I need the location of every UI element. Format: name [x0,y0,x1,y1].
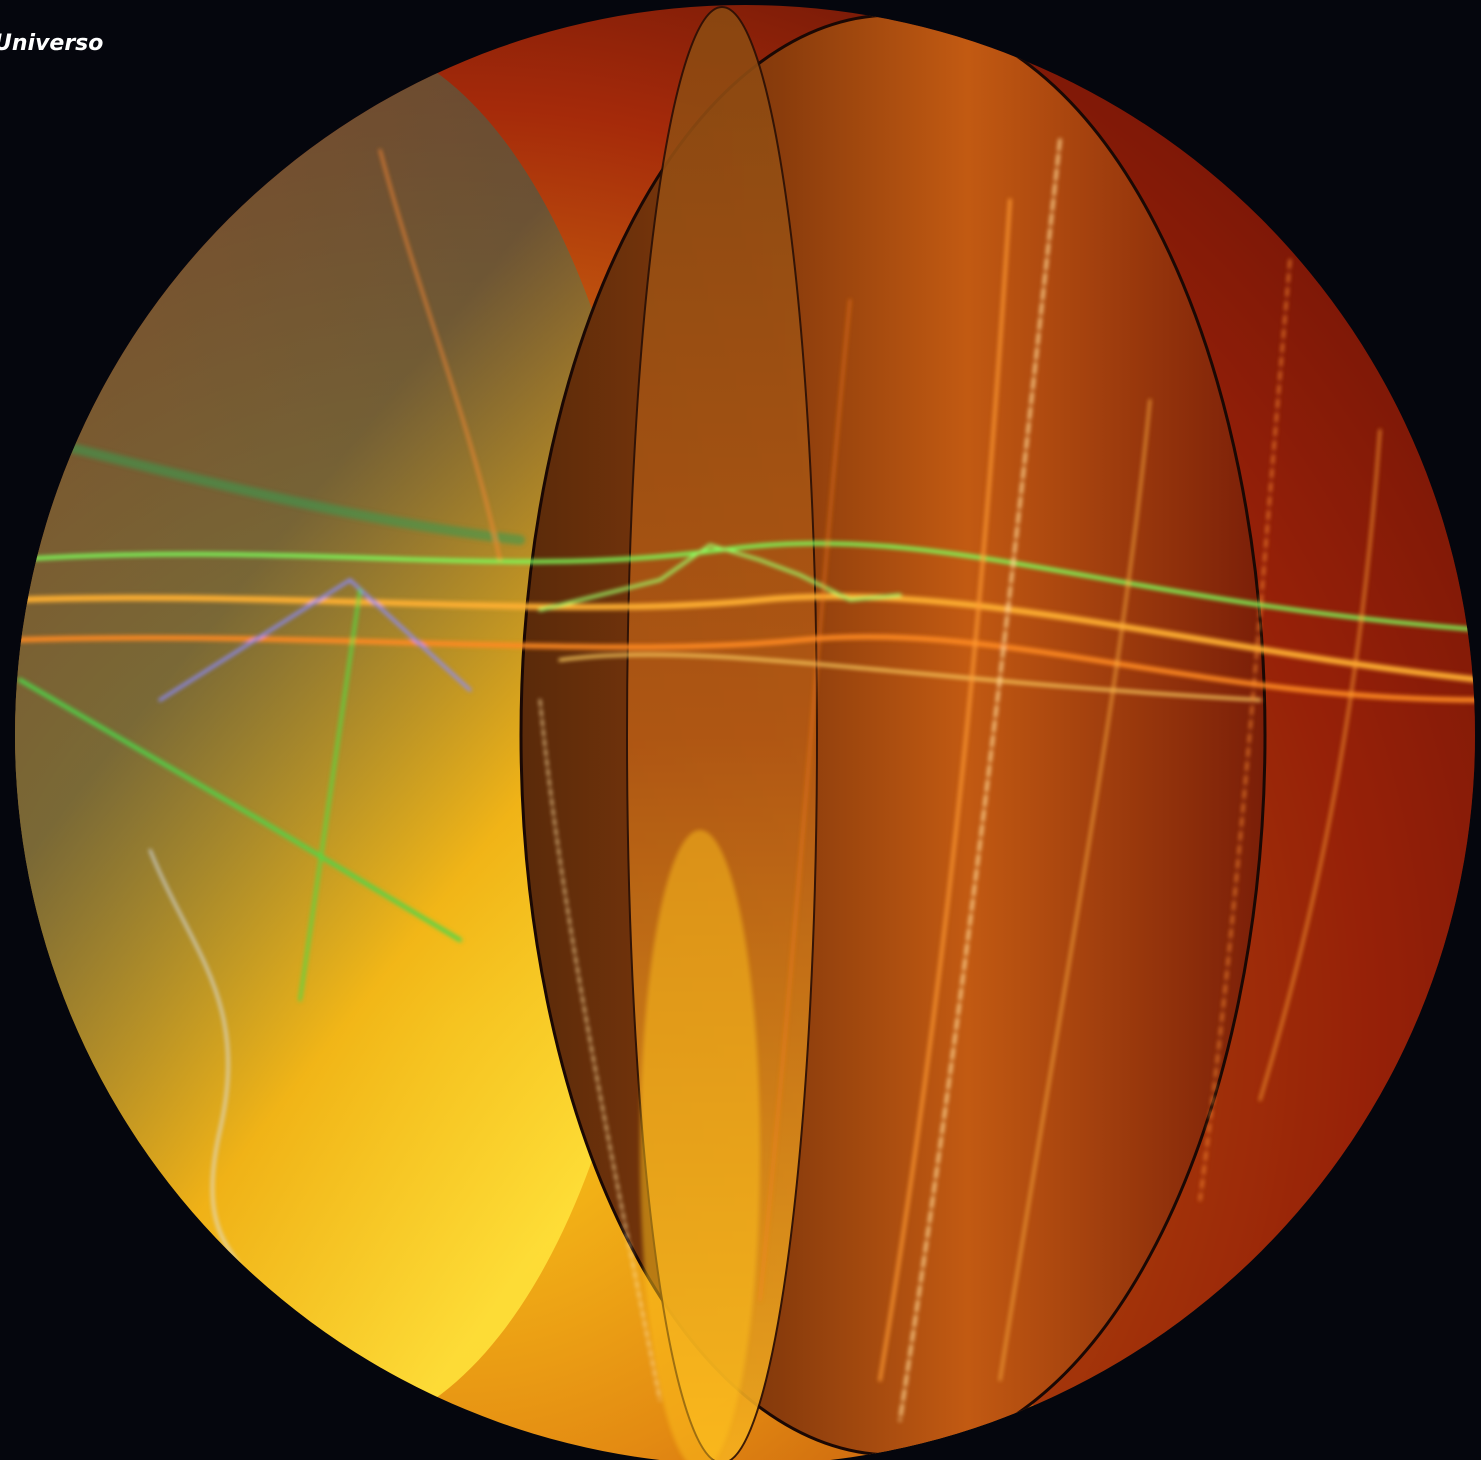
streak [158,578,472,702]
streak [1259,429,1381,1101]
streak [538,543,902,612]
streak [1199,259,1291,1201]
streak [999,399,1151,1381]
streak [379,149,501,561]
left-plane [15,35,660,1435]
streak [15,593,1475,683]
streak [759,299,851,1301]
streak [298,588,362,1002]
light-streaks [15,138,1475,1422]
sphere-planes [15,6,1475,1460]
streak [558,653,1262,702]
streak [18,678,462,942]
glow [640,830,760,1460]
streak [35,435,525,545]
streak [15,634,1475,703]
streak [898,138,1062,1422]
caption: Universo [0,31,103,56]
streak [15,541,1475,632]
streak [878,198,1012,1382]
streak [539,699,661,1401]
